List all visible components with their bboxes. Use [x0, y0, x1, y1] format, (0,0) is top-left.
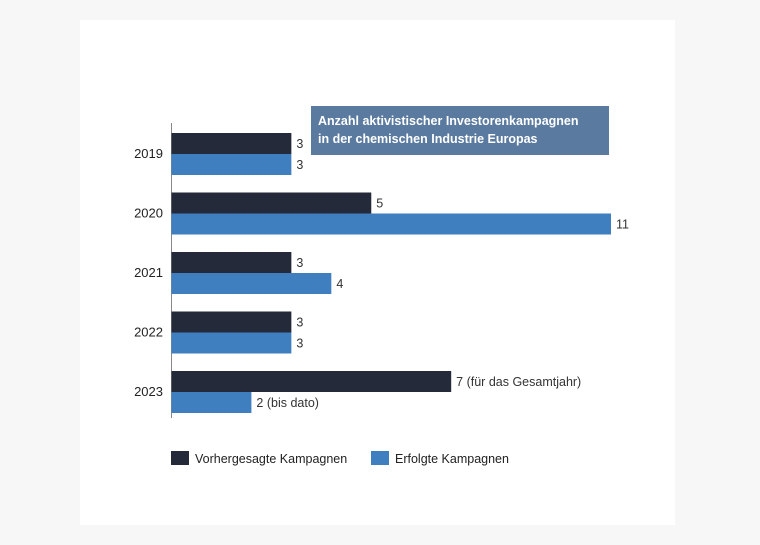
y-tick-label-2021: 2021 — [134, 265, 163, 280]
data-label-forecast-2019: 3 — [296, 137, 303, 151]
y-tick-label-2019: 2019 — [134, 146, 163, 161]
data-label-forecast-2020: 5 — [376, 197, 383, 211]
legend: Vorhergesagte Kampagnen Erfolgte Kampagn… — [171, 451, 509, 466]
bar-actual-2020 — [171, 213, 611, 235]
y-tick-label-2023: 2023 — [134, 384, 163, 399]
bars-group: 2019 3 3 2020 5 11 2021 3 4 2022 3 3 2023 7 (für das … — [134, 133, 629, 413]
bar-actual-2023 — [171, 392, 252, 413]
data-label-forecast-2023: 7 (für das Gesamtjahr) — [456, 375, 581, 389]
legend-label-actual: Erfolgte Kampagnen — [395, 452, 509, 466]
bar-forecast-2020 — [171, 192, 372, 214]
bar-actual-2021 — [171, 273, 332, 294]
legend-label-forecast: Vorhergesagte Kampagnen — [195, 452, 347, 466]
data-label-forecast-2021: 3 — [296, 256, 303, 270]
data-label-actual-2021: 4 — [336, 277, 343, 291]
legend-swatch-forecast — [171, 451, 189, 465]
bar-forecast-2019 — [171, 133, 292, 154]
bar-forecast-2021 — [171, 252, 292, 273]
data-label-actual-2022: 3 — [296, 337, 303, 351]
data-label-forecast-2022: 3 — [296, 316, 303, 330]
bar-actual-2022 — [171, 332, 292, 354]
data-label-actual-2019: 3 — [296, 158, 303, 172]
chart-title-line-1: Anzahl aktivistischer Investorenkampagne… — [318, 114, 579, 128]
y-tick-label-2020: 2020 — [134, 206, 163, 221]
data-label-actual-2020: 11 — [616, 218, 629, 232]
legend-swatch-actual — [371, 451, 389, 465]
bar-actual-2019 — [171, 154, 292, 175]
chart-title-line-2: in der chemischen Industrie Europas — [318, 132, 538, 146]
data-label-actual-2023: 2 (bis dato) — [256, 396, 319, 410]
chart-title-box: Anzahl aktivistischer Investorenkampagne… — [311, 106, 609, 155]
bar-forecast-2022 — [171, 311, 292, 333]
y-tick-label-2022: 2022 — [134, 325, 163, 340]
chart-title-background — [311, 106, 609, 155]
bar-forecast-2023 — [171, 371, 452, 392]
